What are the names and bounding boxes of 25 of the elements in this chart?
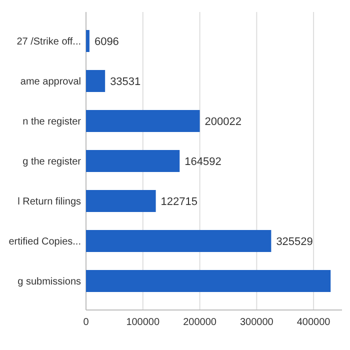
data-label: 6096 — [94, 36, 119, 48]
bar — [86, 70, 106, 92]
data-label: 200022 — [204, 116, 242, 128]
x-tick-label: 100000 — [126, 317, 160, 328]
x-tick-label: 400000 — [296, 317, 331, 328]
data-label: 33531 — [110, 76, 141, 88]
x-tick-label: 200000 — [183, 317, 217, 328]
data-label: 164592 — [184, 156, 222, 168]
y-tick-label: g the register — [22, 156, 82, 168]
y-tick-label: 27 /Strike off... — [16, 36, 81, 48]
data-label: 325529 — [276, 236, 313, 248]
bar — [86, 30, 90, 52]
y-tick-label: n the register — [22, 116, 82, 128]
data-label: 122715 — [160, 196, 198, 208]
x-tick-label: 0 — [83, 317, 90, 328]
bar — [86, 150, 180, 172]
bar — [86, 230, 272, 252]
bar — [86, 190, 156, 212]
y-tick-label: l Return filings — [18, 196, 81, 208]
bar — [86, 110, 200, 132]
y-tick-label: ertified Copies... — [8, 236, 81, 248]
y-tick-label: ame approval — [20, 76, 81, 88]
y-tick-label: g submissions — [18, 276, 81, 288]
x-tick-label: 300000 — [240, 317, 274, 328]
bar — [86, 270, 331, 292]
